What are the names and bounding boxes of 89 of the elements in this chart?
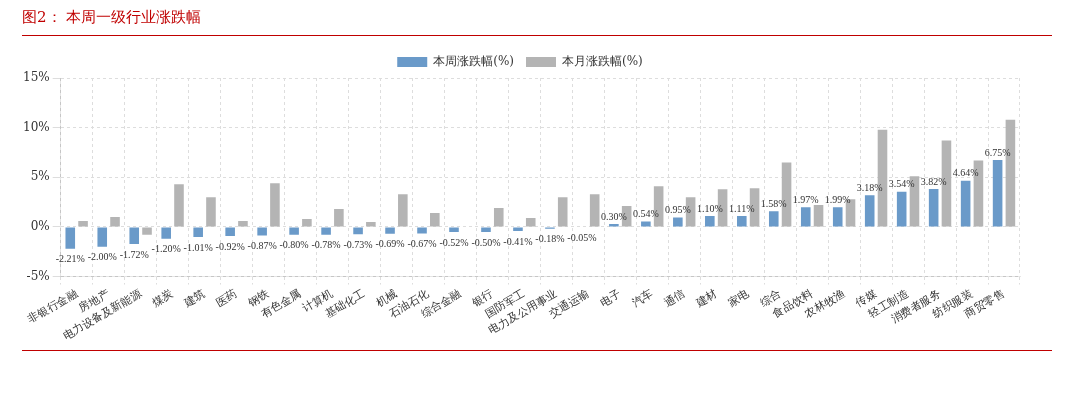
data-label: -0.92%: [215, 240, 245, 252]
bar: [525, 217, 536, 227]
bar: [705, 216, 715, 227]
bar: [353, 227, 363, 235]
bar: [78, 220, 88, 227]
data-label: -1.72%: [119, 248, 149, 260]
data-label: -0.52%: [439, 236, 469, 248]
bar: [225, 227, 235, 237]
y-tick-label: 5%: [30, 169, 50, 184]
bar: [174, 184, 184, 227]
bar: [161, 227, 171, 239]
bar: [800, 207, 811, 227]
x-tick-label: 建筑: [181, 287, 208, 310]
legend-label: 本周涨跌幅(%): [433, 54, 514, 69]
bar: [768, 211, 779, 227]
bar: [398, 194, 408, 227]
data-label: -0.50%: [471, 236, 501, 248]
bar: [449, 227, 459, 233]
data-label: -0.80%: [279, 239, 309, 251]
bar: [334, 209, 344, 227]
data-label: -1.20%: [151, 243, 181, 255]
data-label: 1.99%: [824, 193, 851, 205]
y-tick-label: 15%: [23, 70, 50, 85]
bar: [193, 227, 203, 237]
x-tick-label: 建材: [692, 287, 720, 310]
bar: [992, 159, 1003, 227]
data-label: -2.00%: [87, 251, 117, 263]
x-tick-label: 家电: [725, 287, 752, 310]
x-tick-label: 汽车: [629, 287, 656, 310]
bar: [110, 217, 120, 227]
x-tick-label: 煤炭: [149, 287, 176, 310]
data-label: -0.69%: [375, 238, 405, 250]
y-tick-label: 0%: [30, 219, 50, 234]
bar: [430, 213, 440, 227]
data-label: 3.18%: [856, 181, 883, 193]
bar: [813, 205, 824, 227]
bar: [673, 217, 683, 227]
data-label: -0.18%: [535, 233, 565, 245]
data-label: 4.64%: [952, 167, 979, 179]
data-label: 1.58%: [760, 197, 787, 209]
bar: [257, 227, 267, 236]
data-label: -1.01%: [183, 241, 213, 253]
data-label: -0.87%: [247, 240, 277, 252]
bar: [129, 227, 140, 244]
data-label: 1.11%: [729, 202, 755, 214]
x-tick-label: 医药: [213, 287, 240, 310]
bar: [832, 207, 843, 227]
data-label: 3.54%: [888, 178, 915, 190]
data-label: 6.75%: [984, 146, 1011, 158]
x-tick-label: 通信: [661, 287, 688, 310]
data-label: 3.82%: [920, 175, 947, 187]
y-tick-label: -5%: [26, 268, 50, 283]
bar: [289, 227, 299, 235]
bar: [270, 183, 280, 227]
bar: [65, 227, 76, 249]
bar: [481, 227, 491, 232]
bar: [557, 197, 568, 227]
bar: [417, 227, 427, 234]
bar: [737, 215, 747, 227]
bar: [206, 197, 216, 227]
data-label: 0.54%: [632, 208, 659, 220]
y-tick-label: 10%: [23, 119, 50, 134]
data-label: -0.73%: [343, 238, 373, 250]
legend-label: 本月涨跌幅(%): [562, 54, 643, 69]
bar: [513, 227, 523, 231]
bar: [896, 191, 907, 227]
bar: [864, 195, 875, 227]
data-label: 1.97%: [792, 193, 819, 205]
bar: [302, 218, 312, 227]
chart-title: 图2： 本周一级行业涨跌幅: [22, 8, 1052, 36]
data-label: 1.10%: [696, 202, 723, 214]
data-label: -0.41%: [503, 235, 533, 247]
bar: [97, 227, 108, 247]
bar: [142, 227, 152, 235]
bar: [589, 194, 600, 227]
bar: [928, 189, 939, 227]
data-label: 0.30%: [600, 210, 627, 222]
data-label: 0.95%: [664, 204, 691, 216]
data-label: -0.67%: [407, 238, 437, 250]
bar: [321, 227, 331, 235]
bar: [493, 208, 504, 227]
data-label: -0.78%: [311, 239, 341, 251]
data-label: -0.05%: [567, 232, 597, 244]
bar: [385, 227, 395, 234]
bar: [366, 221, 376, 227]
bar: [960, 180, 971, 227]
data-label: -2.21%: [55, 253, 85, 265]
x-tick-label: 电子: [597, 287, 624, 310]
bar: [238, 220, 248, 227]
